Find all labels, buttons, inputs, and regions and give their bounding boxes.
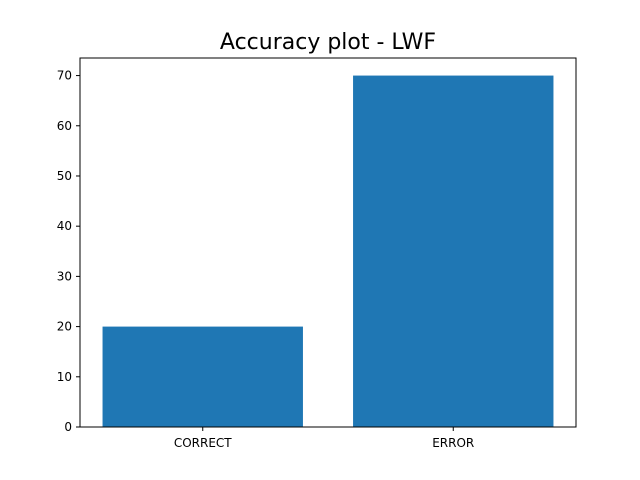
y-tick-label: 70	[57, 69, 72, 83]
axes-frame	[79, 57, 577, 428]
y-axis: 0 10 20 30 40 50 60 70	[57, 69, 80, 434]
y-tick-label: 50	[57, 169, 72, 183]
bar-correct	[102, 326, 303, 427]
y-tick-label: 60	[57, 119, 72, 133]
x-axis: CORRECT ERROR	[174, 427, 474, 450]
y-tick-label: 30	[57, 269, 72, 283]
chart-title: Accuracy plot - LWF	[220, 30, 436, 55]
x-tick-label: ERROR	[432, 436, 474, 450]
y-tick-label: 20	[57, 320, 72, 334]
bars-group	[102, 75, 554, 428]
x-tick-label: CORRECT	[174, 436, 232, 450]
y-tick-label: 10	[57, 370, 72, 384]
y-tick-label: 40	[57, 219, 72, 233]
bar-error	[353, 75, 554, 428]
y-tick-label: 0	[64, 420, 72, 434]
